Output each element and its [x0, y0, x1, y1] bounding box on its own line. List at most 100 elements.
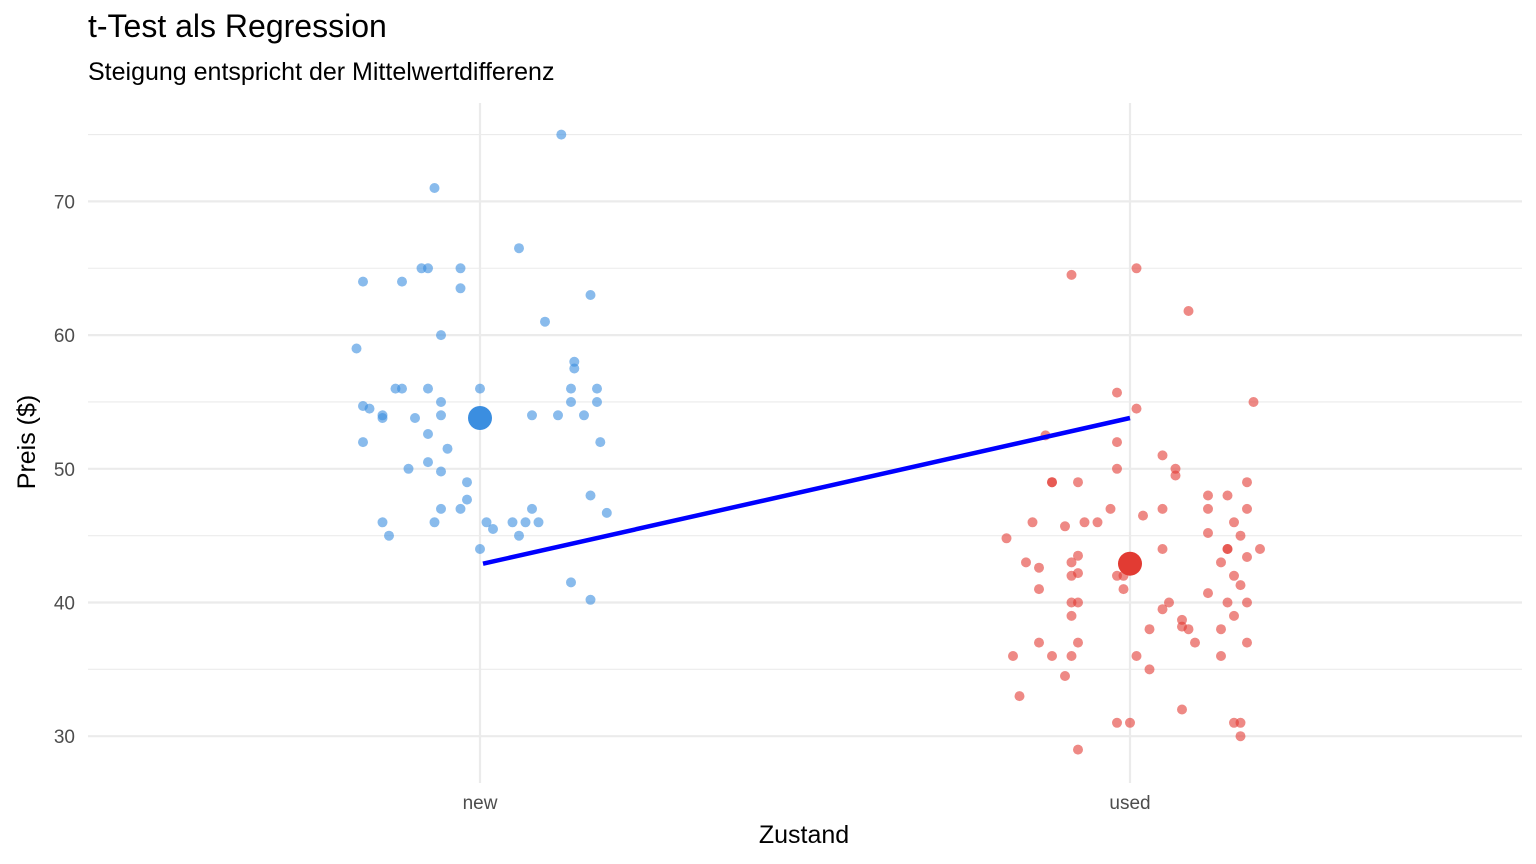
data-point-used	[1183, 624, 1194, 635]
data-point-used	[1170, 470, 1181, 481]
data-point-used	[1125, 717, 1135, 728]
data-point-new	[442, 443, 453, 454]
y-tick-label: 50	[54, 460, 75, 481]
data-point-used	[1034, 584, 1044, 595]
data-point-used	[1014, 691, 1025, 702]
data-point-used	[1157, 604, 1168, 615]
data-point-new	[556, 129, 567, 140]
data-point-used	[1066, 269, 1077, 280]
data-point-new	[397, 276, 407, 287]
data-point-used	[1060, 521, 1070, 532]
data-point-new	[507, 517, 518, 528]
data-point-new	[351, 343, 362, 354]
data-point-used	[1047, 651, 1057, 661]
data-point-new	[358, 437, 368, 448]
data-point-used	[1157, 503, 1168, 514]
data-point-new	[423, 383, 433, 394]
data-point-used	[1112, 463, 1122, 474]
data-point-new	[533, 517, 544, 528]
data-point-used	[1229, 610, 1239, 621]
data-point-used	[1021, 557, 1031, 568]
data-point-used	[1177, 704, 1187, 715]
data-point-new	[514, 530, 524, 541]
data-point-new	[601, 507, 612, 518]
data-point-new	[364, 403, 375, 414]
data-point-new	[553, 410, 563, 421]
data-point-new	[436, 466, 446, 477]
data-point-used	[1073, 744, 1083, 755]
data-point-new	[475, 544, 485, 554]
data-point-used	[1242, 503, 1252, 514]
data-point-used	[1073, 637, 1083, 648]
data-point-used	[1131, 263, 1142, 274]
data-point-new	[595, 437, 606, 448]
data-point-new	[585, 490, 596, 501]
mean-point-used	[1118, 551, 1142, 576]
data-point-new	[436, 397, 446, 407]
data-point-used	[1229, 517, 1239, 528]
data-point-new	[423, 263, 433, 274]
data-point-used	[1131, 403, 1142, 414]
data-point-used	[1203, 503, 1213, 514]
data-point-used	[1118, 584, 1129, 595]
chart-title: t-Test als Regression	[88, 8, 387, 44]
data-point-used	[1105, 503, 1116, 514]
data-point-new	[566, 383, 576, 394]
data-point-new	[569, 363, 580, 374]
data-point-new	[436, 503, 446, 514]
data-point-new	[423, 429, 433, 439]
data-point-used	[1235, 580, 1246, 591]
y-axis-title: Preis ($)	[13, 395, 41, 489]
data-point-new	[423, 457, 433, 468]
chart-subtitle: Steigung entspricht der Mittelwertdiffer…	[88, 58, 555, 86]
data-point-used	[1222, 597, 1233, 608]
data-point-used	[1183, 306, 1194, 316]
data-point-used	[1203, 588, 1213, 599]
data-point-new	[397, 383, 407, 394]
data-point-used	[1112, 387, 1122, 398]
data-point-used	[1034, 637, 1044, 648]
data-point-used	[1073, 597, 1083, 608]
x-tick-labels: new used	[463, 793, 1151, 814]
data-point-used	[1216, 651, 1226, 661]
y-tick-label: 60	[54, 326, 75, 347]
data-point-used	[1066, 610, 1077, 621]
data-point-new	[429, 517, 440, 528]
data-point-used	[1066, 557, 1077, 568]
data-point-used	[1229, 570, 1239, 581]
data-point-used	[1131, 651, 1142, 661]
data-point-new	[585, 290, 596, 300]
data-point-new	[481, 517, 492, 528]
data-point-new	[384, 530, 394, 541]
data-point-used	[1235, 731, 1246, 742]
data-point-used	[1066, 651, 1077, 661]
y-tick-label: 70	[54, 192, 75, 213]
x-axis-title: Zustand	[759, 821, 849, 849]
data-point-new	[455, 283, 466, 294]
data-point-used	[1222, 544, 1233, 554]
data-point-used	[1242, 637, 1252, 648]
data-point-used	[1073, 550, 1083, 561]
data-point-new	[585, 594, 596, 605]
data-point-new	[410, 413, 420, 423]
data-point-used	[1242, 552, 1252, 562]
data-point-used	[1164, 597, 1174, 608]
data-point-used	[1190, 637, 1200, 648]
data-point-new	[527, 410, 537, 421]
data-point-new	[358, 276, 368, 287]
data-point-new	[592, 383, 602, 394]
data-point-used	[1060, 671, 1070, 681]
data-point-used	[1216, 557, 1226, 568]
x-tick-label-used: used	[1109, 793, 1150, 814]
data-point-used	[1008, 651, 1018, 661]
regression-line	[482, 415, 1131, 566]
data-point-used	[1073, 477, 1083, 488]
data-point-new	[488, 524, 498, 534]
data-point-new	[462, 494, 472, 505]
data-point-used	[1073, 568, 1083, 579]
data-point-used	[1216, 624, 1226, 635]
data-point-new	[579, 410, 589, 421]
data-point-new	[475, 383, 485, 394]
data-point-new	[436, 410, 446, 421]
